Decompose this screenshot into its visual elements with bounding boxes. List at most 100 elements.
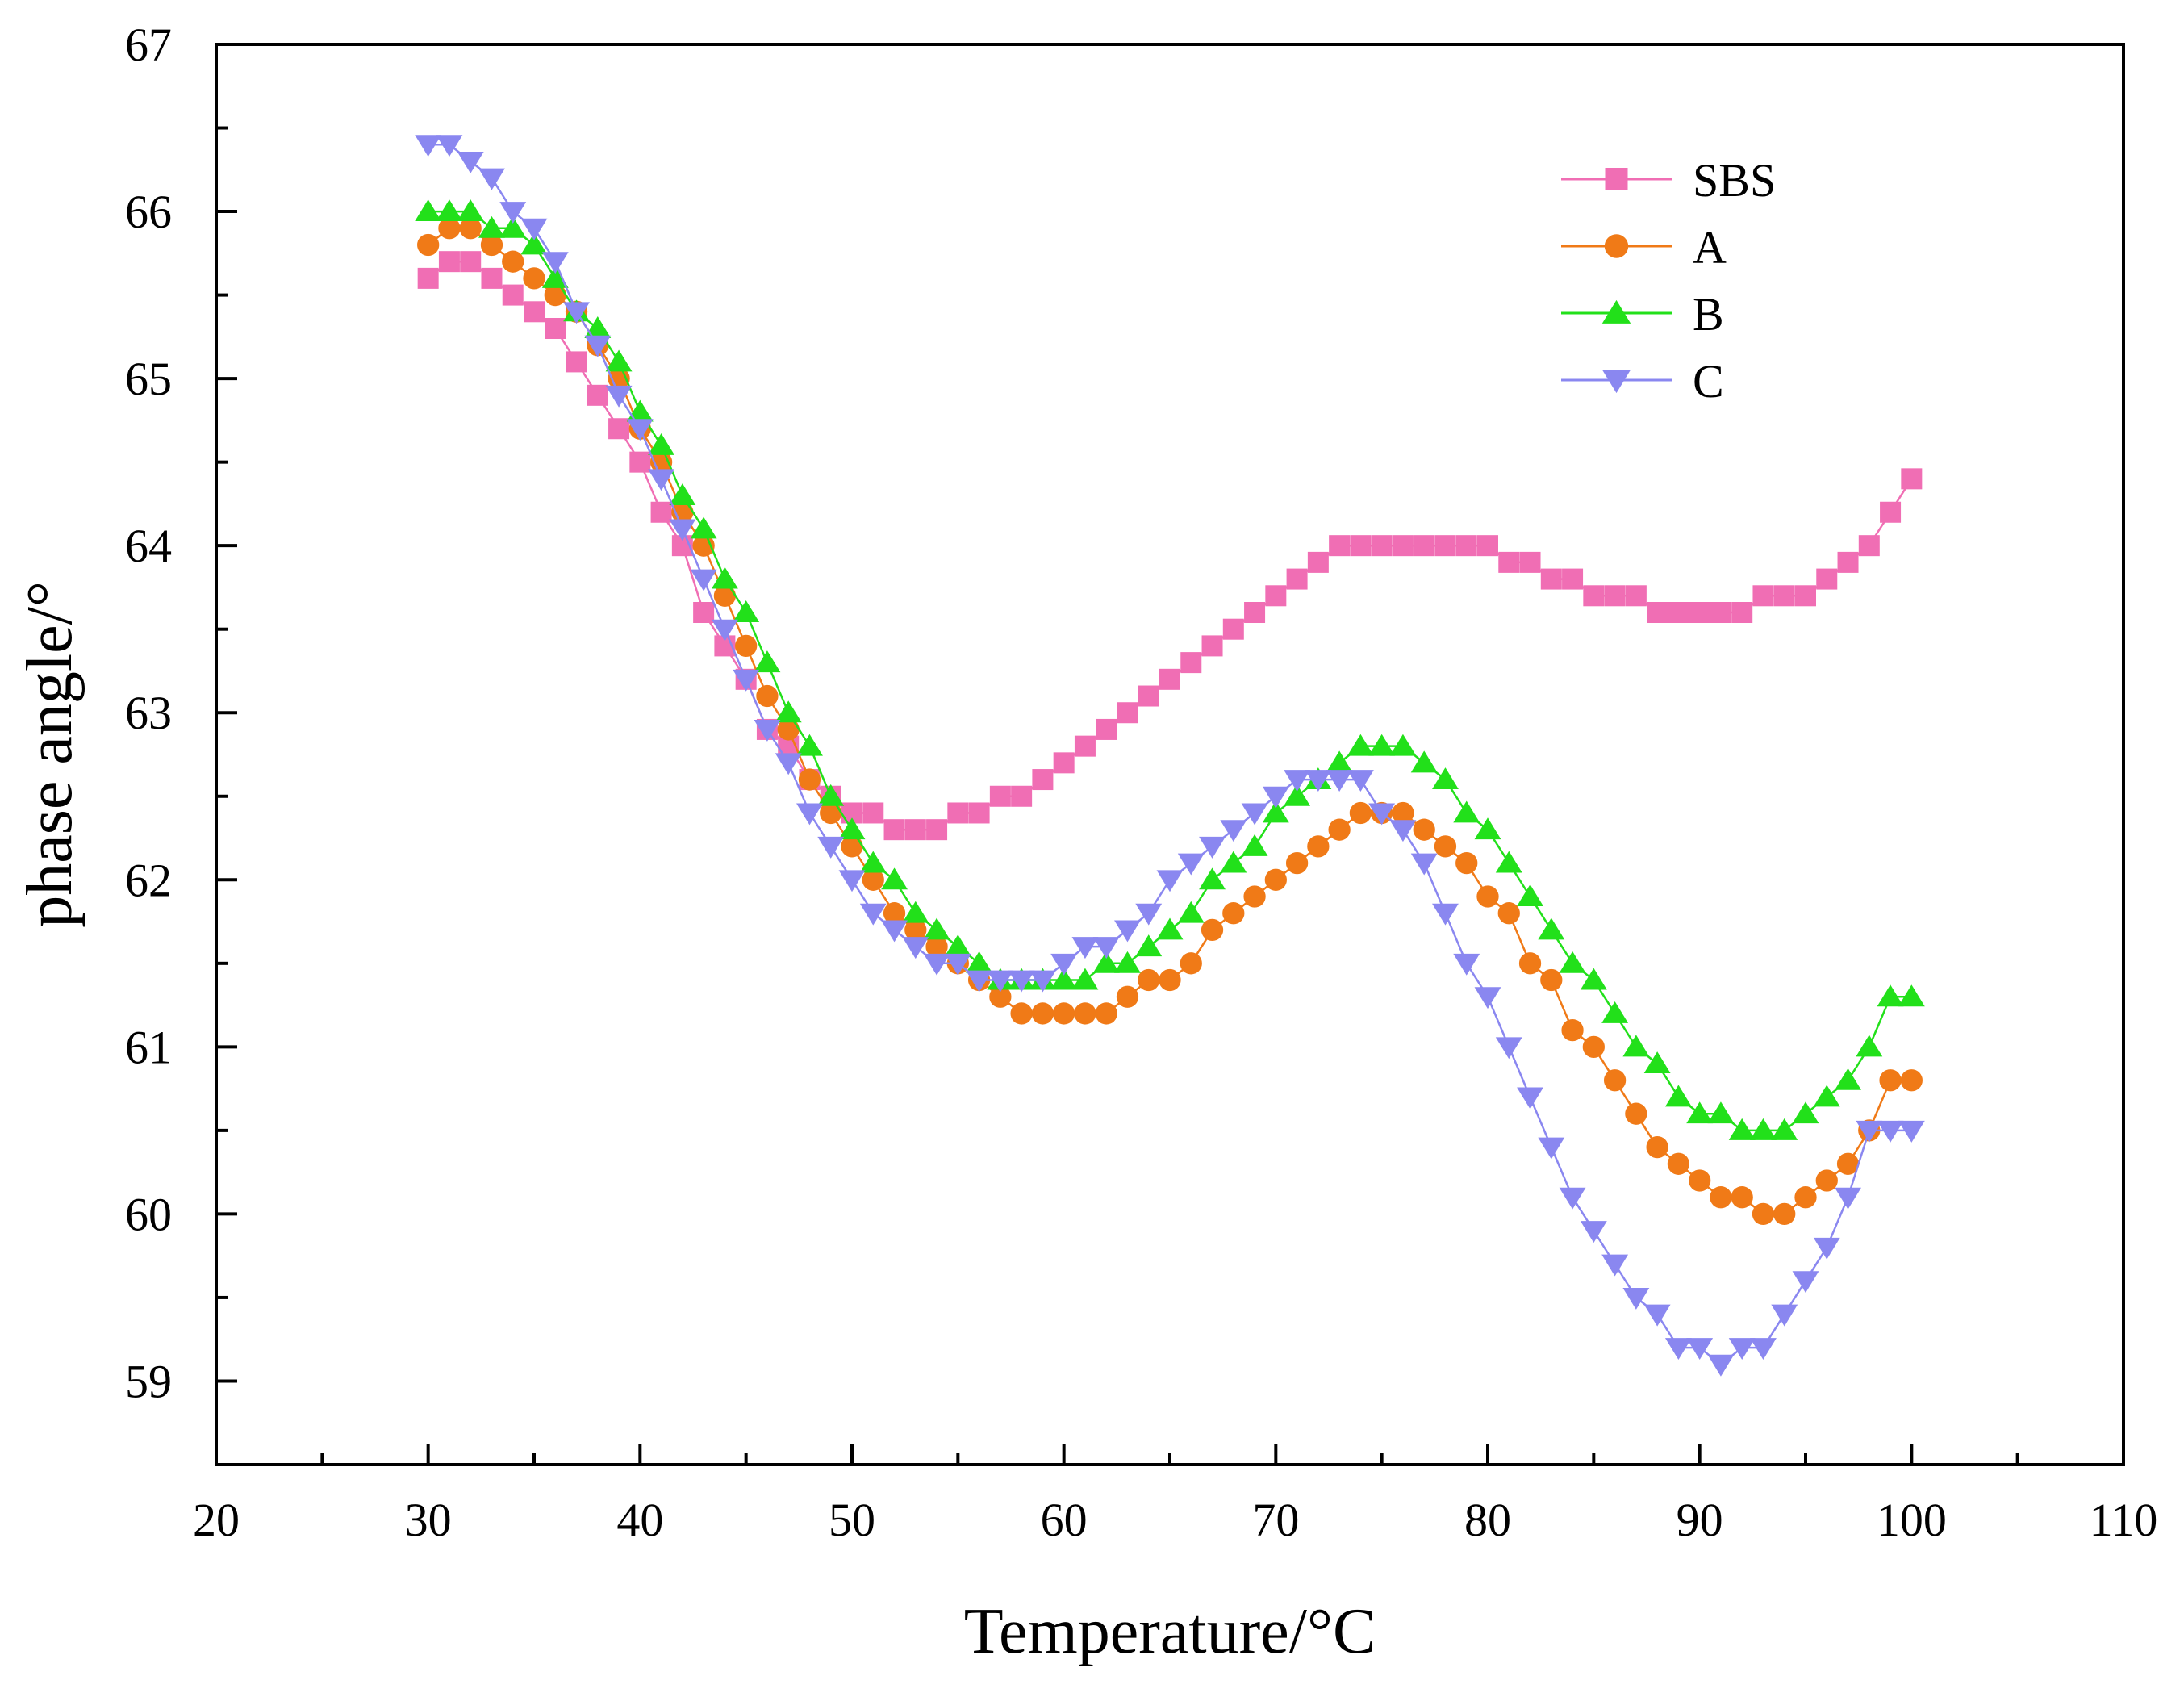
square-marker: [1710, 602, 1731, 623]
x-tick-label: 40: [616, 1494, 663, 1546]
triangle-down-marker: [1389, 820, 1417, 842]
legend-label: B: [1693, 288, 1724, 341]
triangle-down-marker: [648, 469, 675, 491]
triangle-up-marker: [1199, 867, 1226, 890]
triangle-down-marker: [584, 335, 612, 357]
triangle-down-marker: [1517, 1087, 1543, 1110]
triangle-down-marker: [457, 151, 484, 173]
y-tick-label: 63: [125, 687, 172, 739]
circle-marker: [1095, 1002, 1117, 1025]
circle-marker: [1138, 968, 1160, 992]
triangle-down-marker: [1029, 970, 1056, 993]
circle-marker: [1794, 1186, 1817, 1209]
triangle-up-marker: [436, 199, 463, 222]
square-marker: [1074, 735, 1096, 757]
legend-label: A: [1693, 221, 1727, 274]
y-tick-label: 66: [125, 186, 172, 238]
square-marker: [1329, 535, 1351, 557]
square-marker: [1689, 602, 1710, 623]
circle-marker: [1010, 1002, 1033, 1025]
triangle-up-marker: [648, 433, 675, 455]
x-tick-label: 70: [1252, 1494, 1299, 1546]
square-marker: [587, 384, 608, 406]
triangle-down-marker: [1601, 370, 1631, 394]
square-marker: [1371, 535, 1393, 557]
triangle-down-marker: [1156, 870, 1184, 892]
triangle-down-marker: [563, 302, 590, 324]
circle-marker: [1392, 801, 1414, 825]
triangle-up-marker: [690, 516, 717, 539]
square-marker: [608, 418, 630, 440]
square-marker: [1519, 551, 1541, 573]
triangle-down-marker: [1453, 953, 1480, 976]
series-c: [415, 135, 1925, 1377]
y-tick-label: 65: [125, 353, 172, 405]
triangle-up-marker: [775, 700, 802, 723]
y-axis-title: phase angle/°: [15, 581, 86, 928]
x-axis-title: Temperature/°C: [964, 1596, 1376, 1667]
triangle-down-marker: [1177, 853, 1205, 876]
y-tick-label: 59: [125, 1355, 172, 1407]
square-marker: [1731, 602, 1753, 623]
circle-marker: [1455, 851, 1478, 875]
square-marker: [417, 267, 439, 289]
square-marker: [1583, 585, 1605, 607]
square-marker: [1498, 551, 1520, 573]
triangle-up-marker: [1835, 1068, 1861, 1090]
triangle-up-marker: [1707, 1101, 1735, 1124]
triangle-up-marker: [1856, 1035, 1883, 1057]
triangle-down-marker: [1771, 1304, 1798, 1327]
triangle-up-marker: [457, 199, 484, 222]
triangle-up-marker: [881, 867, 908, 890]
circle-marker: [1604, 234, 1629, 258]
triangle-down-marker: [711, 619, 738, 642]
triangle-up-marker: [1410, 750, 1438, 773]
triangle-up-marker: [584, 316, 612, 338]
triangle-down-marker: [1008, 970, 1035, 993]
circle-marker: [1625, 1102, 1647, 1125]
circle-marker: [523, 267, 545, 290]
triangle-up-marker: [1898, 984, 1925, 1007]
legend-item-b: B: [1561, 288, 1724, 341]
square-marker: [438, 251, 460, 273]
tick-layer: [215, 43, 2125, 1466]
x-tick-label: 60: [1041, 1494, 1088, 1546]
circle-marker: [459, 217, 482, 240]
triangle-up-marker: [478, 215, 505, 238]
circle-marker: [883, 902, 906, 925]
triangle-down-marker: [796, 803, 823, 826]
triangle-up-marker: [1643, 1051, 1671, 1074]
circle-marker: [1710, 1186, 1732, 1209]
triangle-down-marker: [1071, 937, 1099, 959]
y-tick-label: 67: [125, 19, 172, 71]
circle-marker: [820, 801, 842, 825]
triangle-down-marker: [1538, 1137, 1565, 1160]
triangle-down-marker: [1092, 937, 1120, 959]
triangle-down-marker: [1199, 836, 1226, 859]
legend-item-a: A: [1561, 221, 1727, 274]
legend-item-sbs: SBS: [1561, 154, 1776, 207]
triangle-up-marker: [966, 951, 993, 973]
circle-marker: [756, 684, 779, 708]
y-tick-label: 60: [125, 1188, 172, 1240]
circle-marker: [1031, 1002, 1054, 1025]
square-marker: [566, 351, 587, 373]
circle-marker: [1053, 1002, 1075, 1025]
triangle-up-marker: [859, 851, 887, 873]
square-marker: [481, 267, 503, 289]
triangle-up-marker: [944, 934, 971, 957]
triangle-up-marker: [1177, 901, 1205, 923]
triangle-up-marker: [711, 566, 738, 589]
x-tick-label: 90: [1677, 1494, 1723, 1546]
square-marker: [862, 802, 884, 824]
triangle-down-marker: [859, 903, 887, 926]
square-marker: [1414, 535, 1435, 557]
legend-item-c: C: [1561, 355, 1724, 408]
series-sbs: [417, 251, 1923, 841]
circle-marker: [1603, 1069, 1627, 1092]
triangle-up-marker: [1326, 750, 1353, 773]
circle-marker: [862, 868, 884, 891]
circle-marker: [1518, 952, 1542, 975]
triangle-up-marker: [1601, 299, 1631, 324]
